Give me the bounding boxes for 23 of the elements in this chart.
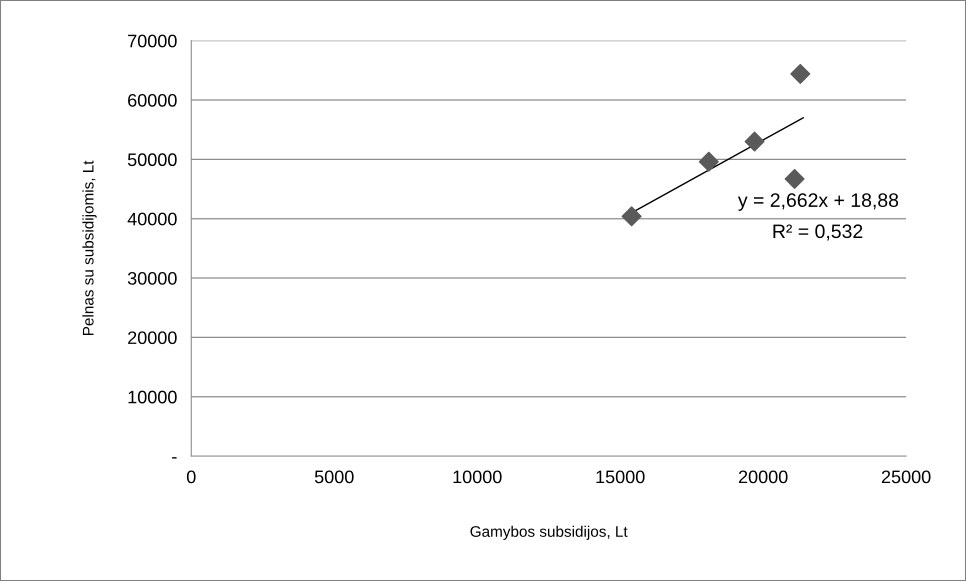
y-tick-label: 30000 (128, 272, 177, 285)
y-tick-label: 20000 (128, 331, 177, 344)
x-tick-label: 25000 (882, 470, 931, 484)
annotation: R² = 0,532 (773, 224, 862, 240)
y-tick-label: 50000 (128, 153, 177, 166)
point (784, 168, 805, 189)
point (698, 152, 719, 172)
y-tick-label: 10000 (128, 390, 177, 404)
x-tick-label: 20000 (738, 470, 788, 484)
x-tick-label: 10000 (453, 470, 502, 484)
y-tick-label: - (172, 457, 177, 459)
point (744, 132, 765, 152)
point (622, 206, 642, 226)
y-axis-title: Pelnas su subsidijomis, Lt (82, 160, 97, 336)
x-tick-label: 15000 (596, 470, 645, 484)
y-tick-label: 70000 (128, 34, 177, 48)
point (790, 64, 810, 84)
x-axis-title: Gamybos subsidijos, Lt (470, 526, 628, 540)
y-tick-label: 60000 (128, 94, 177, 107)
y-tick-label: 40000 (128, 212, 177, 226)
annotation: y = 2,662x + 18,88 (738, 193, 898, 211)
x-tick-label: 0 (186, 470, 196, 484)
x-tick-label: 5000 (314, 470, 354, 484)
